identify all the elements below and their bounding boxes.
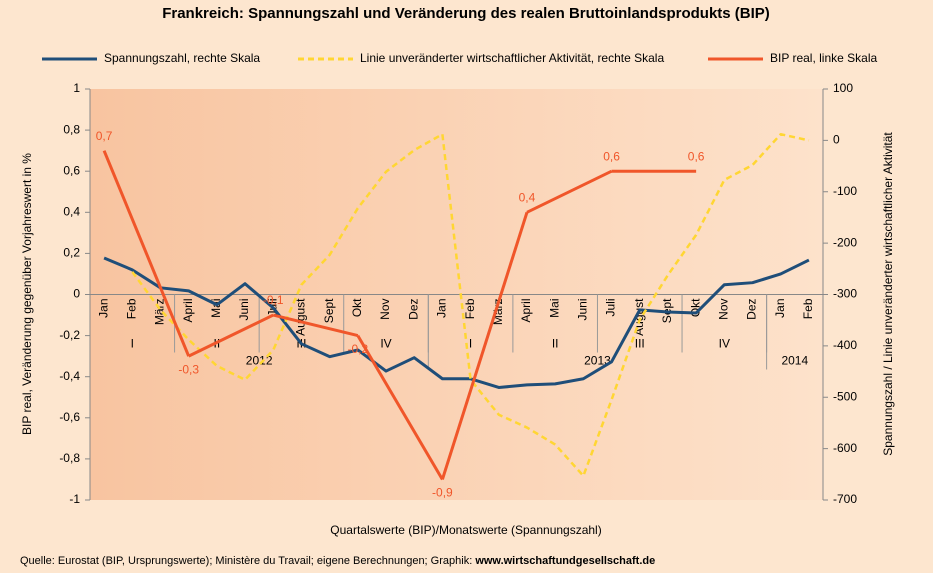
- legend-label: BIP real, linke Skala: [770, 51, 877, 65]
- y-tick-label: -1: [69, 492, 80, 506]
- y-tick-label: -0,2: [59, 328, 80, 342]
- year-label: 2012: [246, 354, 273, 368]
- y2-tick-label: -500: [833, 389, 857, 403]
- quarter-label: IV: [719, 337, 730, 351]
- series-line-segment: [440, 211, 529, 480]
- y2-tick-label: -700: [833, 492, 857, 506]
- series-line-segment: [188, 313, 274, 358]
- quarter-label: I: [131, 337, 134, 351]
- y-tick-label: 0: [73, 287, 80, 301]
- x-tick-label: Jan: [435, 299, 449, 318]
- y-axis-title: BIP real, Veränderung gegenüber Vorjahre…: [20, 153, 34, 435]
- y2-tick-label: -200: [833, 235, 857, 249]
- legend-label: Linie unveränderter wirtschaftlicher Akt…: [360, 51, 664, 65]
- x-tick-label: Nov: [378, 299, 392, 320]
- series-line: [103, 256, 810, 389]
- x-tick-label: Dez: [406, 299, 420, 320]
- series-line-segment: [526, 169, 613, 214]
- data-label: 0,7: [96, 129, 113, 143]
- x-tick-label: Feb: [463, 298, 477, 319]
- quarter-label: IV: [380, 337, 391, 351]
- x-tick-label: März: [153, 299, 167, 326]
- x-tick-label: Nov: [716, 299, 730, 320]
- y2-tick-label: -400: [833, 338, 857, 352]
- series-line: [131, 132, 810, 478]
- y-tick-label: 1: [73, 81, 80, 95]
- y-tick-label: -0,4: [59, 369, 80, 383]
- y-tick-label: 0,4: [63, 204, 80, 218]
- source: Quelle: Eurostat (BIP, Ursprungswerte); …: [20, 555, 655, 567]
- quarter-label: I: [469, 337, 472, 351]
- x-tick-label: Feb: [124, 298, 138, 319]
- y2-tick-label: -100: [833, 184, 857, 198]
- data-label: -0,3: [178, 362, 199, 376]
- x-tick-label: Juni: [576, 299, 590, 321]
- y2-tick-label: 0: [833, 133, 840, 147]
- series-line-segment: [356, 334, 444, 481]
- y2-axis-title: Spannungszahl / Linie unveränderter wirt…: [881, 132, 895, 456]
- x-tick-label: Feb: [801, 298, 815, 319]
- data-label: 0,4: [519, 190, 536, 204]
- y-tick-label: 0,6: [63, 163, 80, 177]
- source-text: Quelle: Eurostat (BIP, Ursprungswerte); …: [20, 555, 475, 567]
- x-tick-label: Okt: [350, 298, 364, 317]
- y-tick-label: 0,8: [63, 122, 80, 136]
- x-tick-label: August: [294, 298, 308, 336]
- x-axis-title: Quartalswerte (BIP)/Monatswerte (Spannun…: [330, 523, 601, 537]
- x-tick-label: Jan: [96, 299, 110, 318]
- y-tick-label: 0,2: [63, 246, 80, 260]
- data-label: -0,2: [347, 342, 368, 356]
- x-tick-label: Mai: [547, 299, 561, 318]
- series-line-segment: [272, 313, 359, 338]
- y-tick-label: -0,6: [59, 410, 80, 424]
- data-label: -0,1: [263, 293, 284, 307]
- x-tick-label: Dez: [745, 299, 759, 320]
- x-tick-label: Jan: [773, 299, 787, 318]
- x-tick-label: Juni: [237, 299, 251, 321]
- chart-title: Frankreich: Spannungszahl und Veränderun…: [162, 5, 770, 22]
- x-tick-label: Juli: [604, 299, 618, 317]
- x-tick-label: August: [632, 298, 646, 336]
- data-label: 0,6: [688, 149, 705, 163]
- quarter-label: II: [552, 337, 559, 351]
- data-label: 0,6: [603, 149, 620, 163]
- y2-tick-label: -300: [833, 287, 857, 301]
- y2-tick-label: 100: [833, 81, 853, 95]
- x-tick-label: April: [519, 299, 533, 323]
- source-link: www.wirtschaftundgesellschaft.de: [474, 555, 655, 567]
- x-tick-label: April: [181, 299, 195, 323]
- y2-tick-label: -600: [833, 441, 857, 455]
- year-label: 2014: [781, 354, 808, 368]
- legend-label: Spannungszahl, rechte Skala: [104, 51, 260, 65]
- quarter-label: III: [635, 337, 645, 351]
- x-tick-label: Sept: [322, 298, 336, 323]
- data-label: -0,9: [432, 486, 453, 500]
- series-line-segment: [102, 150, 191, 357]
- year-label: 2013: [584, 354, 611, 368]
- y-tick-label: -0,8: [59, 451, 80, 465]
